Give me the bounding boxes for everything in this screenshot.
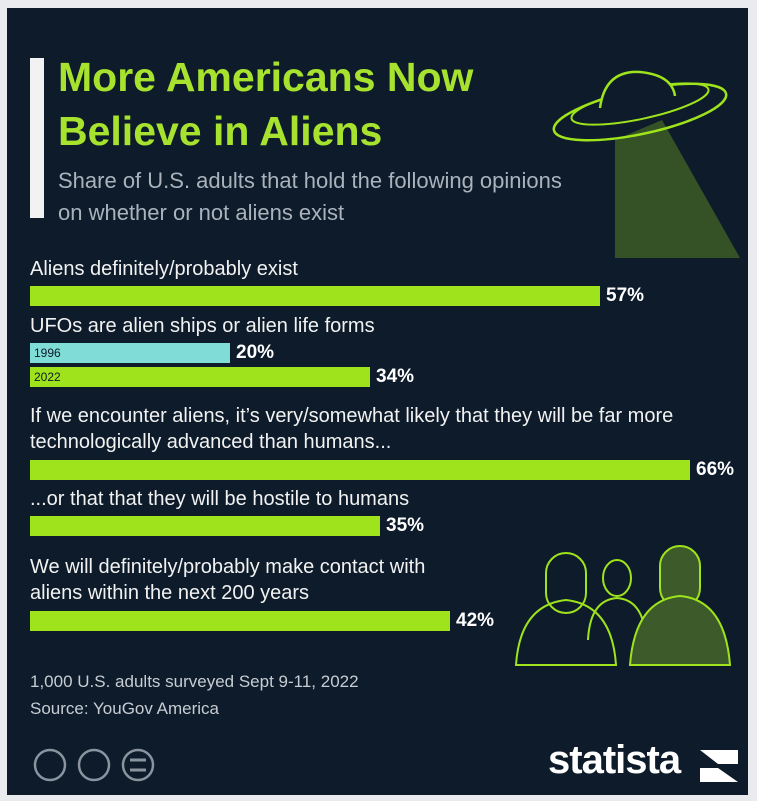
bar (30, 516, 380, 536)
ufo-dome (598, 70, 677, 109)
group-label: Aliens definitely/probably exist (30, 258, 298, 280)
title-accent (30, 58, 44, 218)
brand-logo (700, 750, 738, 782)
group-label: We will definitely/probably make contact… (30, 556, 426, 604)
nd-icon (121, 748, 155, 782)
series-name: 2022 (34, 370, 61, 384)
chart-title: More Americans Now Believe in Aliens (58, 54, 474, 154)
bar (30, 343, 230, 363)
nd-mark (130, 758, 146, 772)
value-label: 20% (236, 342, 275, 363)
person-body (628, 594, 732, 666)
bar (30, 611, 450, 631)
group-label: UFOs are alien ships or alien life forms (30, 315, 375, 337)
cc-icon (33, 748, 67, 782)
series-name: 1996 (34, 346, 61, 360)
source: Source: YouGov America (30, 699, 220, 718)
panel (7, 8, 748, 795)
bar (30, 367, 370, 387)
by-icon (77, 748, 111, 782)
footnote: 1,000 U.S. adults surveyed Sept 9-11, 20… (30, 672, 359, 691)
value-label: 66% (696, 459, 735, 480)
person-body (514, 598, 618, 666)
chart-subtitle: Share of U.S. adults that hold the follo… (58, 168, 562, 225)
value-label: 57% (606, 285, 645, 306)
person-head (545, 552, 587, 614)
value-label: 35% (386, 515, 425, 536)
group-label: ...or that that they will be hostile to … (30, 488, 410, 510)
ufo-beam (615, 120, 740, 258)
value-label: 42% (456, 610, 495, 631)
brand: statista (548, 738, 681, 782)
value-label: 34% (376, 366, 415, 387)
alien-head (602, 559, 632, 597)
group-label: If we encounter aliens, it’s very/somewh… (30, 405, 674, 453)
bar (30, 286, 600, 306)
bar (30, 460, 690, 480)
